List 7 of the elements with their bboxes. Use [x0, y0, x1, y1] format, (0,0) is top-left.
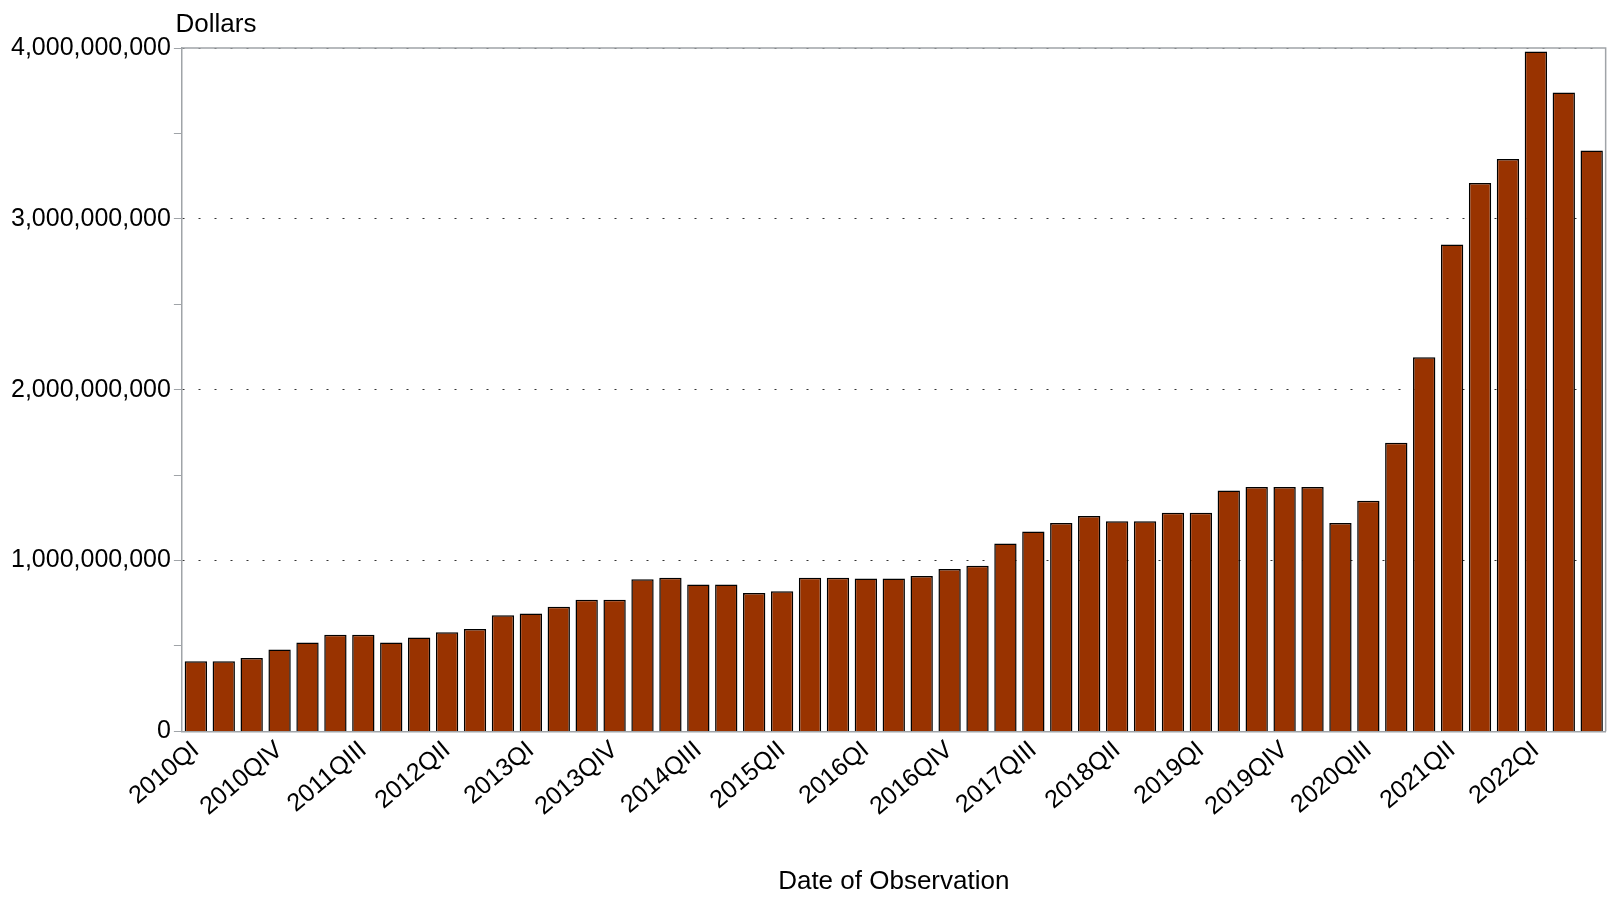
y-tick-label: 0: [156, 715, 171, 744]
y-tick-label: 1,000,000,000: [10, 544, 171, 573]
y-tick-label: 2,000,000,000: [10, 373, 171, 402]
y-axis-title: Dollars: [175, 8, 257, 39]
x-axis-title: Date of Observation: [778, 864, 1010, 895]
y-tick-label: 4,000,000,000: [10, 31, 171, 60]
y-tick-label: 3,000,000,000: [10, 202, 171, 231]
